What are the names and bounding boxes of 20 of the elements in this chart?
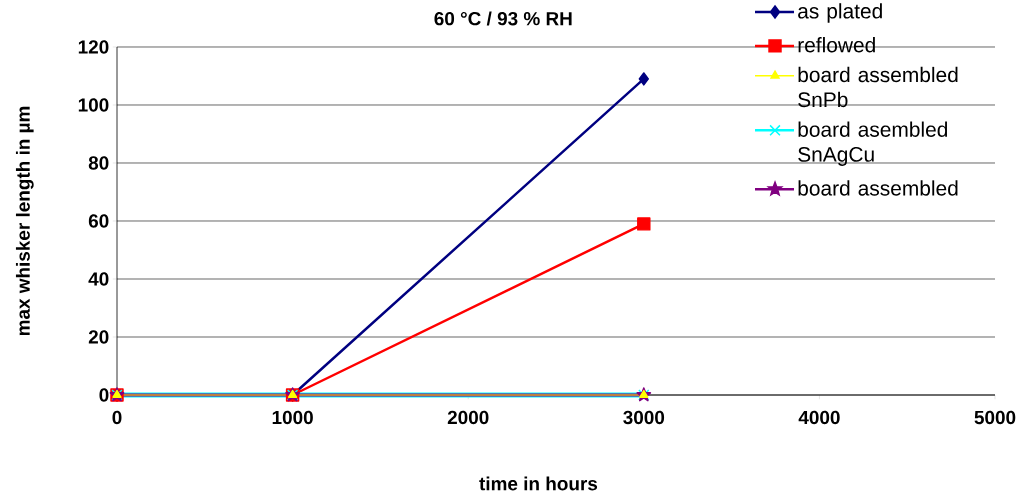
y-tick-label: 120 <box>78 40 109 54</box>
legend-label: as plated <box>798 3 882 23</box>
y-tick-label: 100 <box>78 98 109 112</box>
y-axis-title: max whisker length in µm <box>15 106 34 336</box>
x-tick-label: 1000 <box>272 410 313 425</box>
legend-label: reflowed <box>798 37 875 53</box>
legend-label: board assembled <box>798 180 958 196</box>
legend-label: board asembled SnAgCu <box>798 121 948 166</box>
y-tick-label: 60 <box>88 214 109 228</box>
chart-title: 60 °C / 93 % RH <box>434 11 572 26</box>
y-tick-label: 40 <box>88 272 109 286</box>
y-tick-label: 20 <box>88 330 109 344</box>
y-tick-label: 0 <box>99 388 109 402</box>
x-tick-label: 2000 <box>447 410 489 425</box>
x-tick-label: 5000 <box>974 410 1016 425</box>
y-tick-label: 80 <box>88 156 109 170</box>
x-axis-title: time in hours <box>479 476 598 491</box>
x-tick-label: 4000 <box>798 410 840 425</box>
x-tick-label: 0 <box>112 410 122 425</box>
x-tick-label: 3000 <box>623 410 665 425</box>
